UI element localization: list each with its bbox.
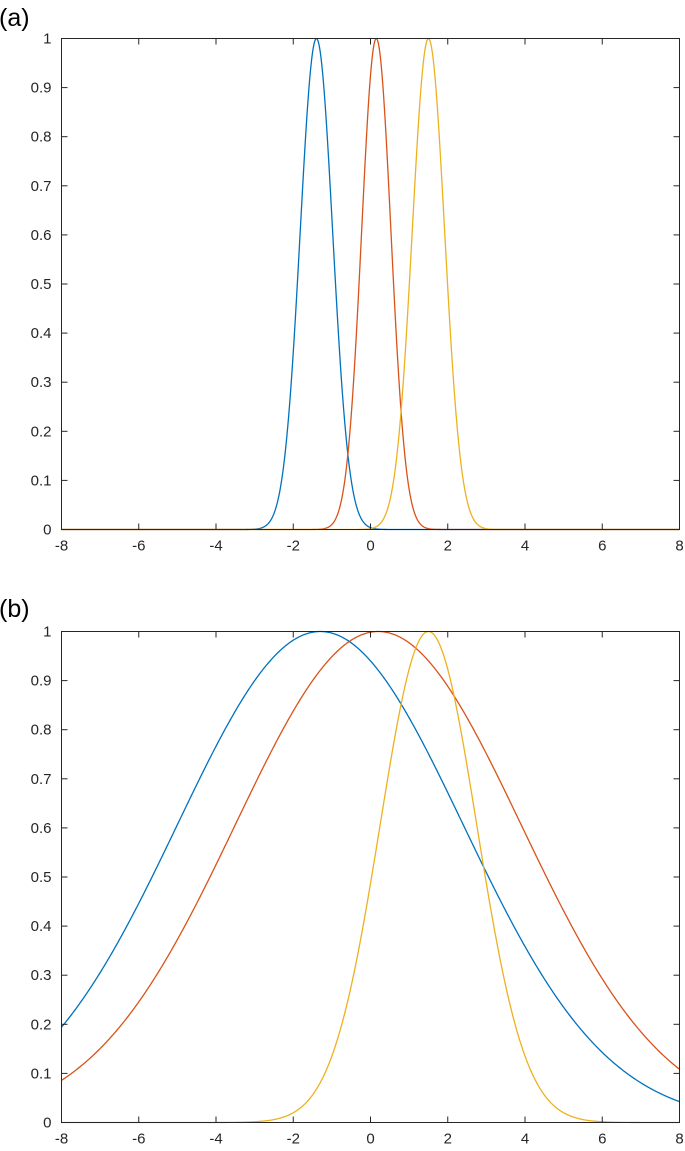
panel-b-ticks-group: -8 -6 -4 -2 0 2 4 6 8 0 0.1 0.2 0.3 0.4 0.5 0.6 0.7 0.8 0.… [31,624,684,1148]
panel-b-y-tick-label: 0.4 [31,918,52,935]
panel-a-x-tick-label: 2 [444,538,452,555]
panel-b-x-tick-label: 8 [675,1131,683,1148]
panel-b-y-tick-label: 0.8 [31,722,52,739]
panel-a-series-group [61,37,680,531]
panel-a: (a) -8 -6 -4 -2 0 2 4 6 8 0 0.1 0.2 0.3 0.4 0.5 0.6 0.7 0… [0,4,684,555]
panel-a-x-tick-label: 4 [521,538,529,555]
panel-a-y-tick-label: 0.7 [31,178,52,195]
panel-a-series-line-1 [61,37,680,531]
panel-b-label: (b) [0,595,30,623]
panel-a-x-tick-label: -8 [55,538,68,555]
panel-a-axes-box [61,38,680,530]
panel-a-y-tick-label: 0 [43,522,51,539]
panel-b-series-line-2 [61,630,680,1081]
panel-a-y-tick-label: 0.2 [31,423,52,440]
panel-a-x-tick-label: -2 [287,538,300,555]
panel-b: (b) -8 -6 -4 -2 0 2 4 6 8 0 0.1 0.2 0.3 0.4 0.5 0.6 0.7 0… [0,595,684,1148]
panel-b-x-tick-label: -8 [55,1131,68,1148]
panel-b-x-tick-label: 2 [444,1131,452,1148]
panel-b-x-tick-label: -4 [209,1131,222,1148]
panel-a-x-tick-label: -4 [209,538,222,555]
panel-b-y-tick-label: 0.6 [31,820,52,837]
panel-a-x-tick-label: 0 [366,538,374,555]
panel-b-y-tick-label: 0.3 [31,967,52,984]
panel-b-y-tick-label: 0.7 [31,771,52,788]
panel-a-y-tick-label: 0.1 [31,472,52,489]
panel-b-x-tick-label: 6 [598,1131,606,1148]
panel-b-y-tick-label: 0.9 [31,673,52,690]
panel-a-y-tick-label: 0.6 [31,227,52,244]
panel-b-series-group [60,630,680,1124]
panel-a-label: (a) [0,4,30,32]
panel-b-series-line-3 [61,630,680,1124]
panel-b-axes-box [61,631,680,1123]
panel-a-x-tick-label: 6 [598,538,606,555]
panel-b-series-line-1 [60,630,680,1103]
panel-a-series-line-3 [61,37,680,531]
panel-a-y-tick-label: 0.4 [31,325,52,342]
panel-b-x-tick-label: -6 [132,1131,145,1148]
panel-b-x-tick-label: 4 [521,1131,529,1148]
panel-b-x-tick-label: 0 [366,1131,374,1148]
panel-b-x-tick-label: -2 [287,1131,300,1148]
panel-a-x-tick-label: -6 [132,538,145,555]
panel-a-y-tick-label: 0.8 [31,129,52,146]
panel-a-y-tick-label: 0.9 [31,80,52,97]
panel-b-y-tick-label: 0.1 [31,1065,52,1082]
panel-a-y-tick-label: 0.3 [31,374,52,391]
panel-b-y-tick-label: 0.2 [31,1016,52,1033]
panel-a-series-line-2 [61,38,680,531]
panel-b-y-tick-label: 0.5 [31,869,52,886]
panel-a-y-tick-label: 1 [43,31,51,48]
panel-b-y-tick-label: 1 [43,624,51,641]
panel-b-y-tick-label: 0 [43,1115,51,1132]
panel-a-y-tick-label: 0.5 [31,276,52,293]
panel-a-x-tick-label: 8 [675,538,683,555]
panel-a-ticks-group: -8 -6 -4 -2 0 2 4 6 8 0 0.1 0.2 0.3 0.4 0.5 0.6 0.7 0.8 0.… [31,31,684,555]
